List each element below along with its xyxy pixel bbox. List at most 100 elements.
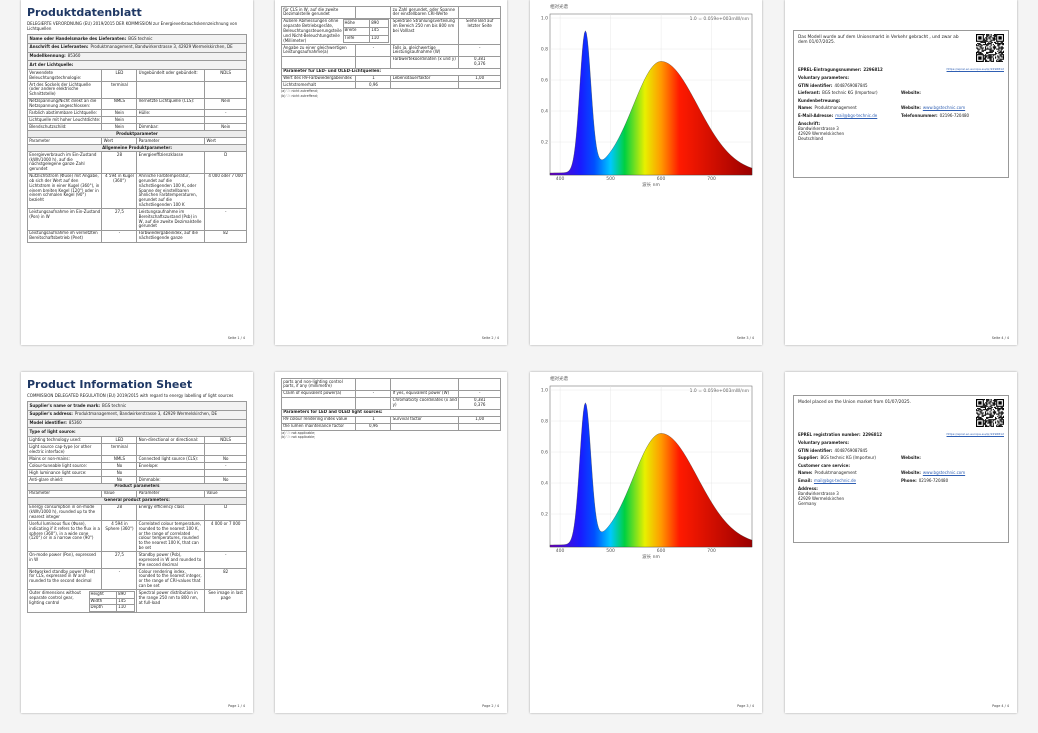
dimension-label: Äußere Abmessungen ohne separate Betrieb…	[283, 18, 342, 43]
info-left: Email: mail@bgs-technic.de	[798, 478, 901, 483]
qr-module	[1001, 53, 1003, 55]
qr-module	[998, 411, 1000, 413]
table-cell: Dimmbar:	[136, 123, 206, 132]
qr-module	[983, 41, 985, 43]
column-header: Parameter	[26, 489, 103, 498]
qr-module	[993, 419, 996, 421]
qr-module	[980, 44, 982, 46]
qr-module	[999, 409, 1001, 411]
qr-module	[984, 39, 987, 41]
table-cell: Chromaticity coordinates (x and y)	[390, 396, 460, 410]
qr-module	[987, 48, 989, 50]
table-cell	[355, 55, 392, 69]
qr-module	[1000, 414, 1002, 416]
qr-module	[978, 49, 980, 51]
qr-module	[999, 412, 1001, 414]
dimension-name: Depth	[88, 604, 118, 612]
qr-finder	[978, 36, 982, 40]
qr-module	[991, 414, 993, 416]
qr-finder	[978, 56, 982, 60]
table-cell: No	[101, 461, 138, 470]
spec-table: für CLS in W, auf die zweite Dezimalstel…	[280, 6, 501, 90]
qr-module	[993, 404, 996, 406]
qr-module	[998, 414, 1000, 416]
field-row: Anschrift des Lieferanten: Produktmanagem…	[27, 42, 247, 53]
qr-module	[998, 51, 1000, 54]
qr-module	[980, 410, 982, 412]
y-tick-label: 0.4	[541, 109, 548, 115]
info-right: Website: www.bgstechnic.com	[901, 105, 1004, 110]
qr-module	[978, 418, 980, 420]
table-row: Supplier's name or trade mark: BGS techni…	[27, 401, 247, 411]
table-cell	[204, 443, 247, 456]
qr-module	[1000, 59, 1002, 61]
field-value: Produktmanagement, Bandwirkerstrasse 3, …	[90, 44, 233, 50]
info-value: 4048769087845	[834, 82, 868, 88]
qr-module	[982, 414, 984, 416]
qr-module	[979, 48, 981, 50]
table-row: Claim of equivalent power(a) - If yes, equ…	[280, 389, 501, 398]
qr-module	[998, 49, 1000, 51]
table-row: Lichtstromerhalt 0,96	[280, 81, 501, 90]
info-value: BGS technic KG (Importeur)	[820, 455, 876, 460]
qr-module	[977, 407, 979, 410]
qr-module	[988, 406, 990, 408]
qr-module	[984, 405, 987, 407]
qr-module	[984, 44, 987, 46]
qr-module	[986, 35, 988, 37]
qr-module	[984, 37, 987, 39]
qr-module	[997, 41, 999, 43]
dimension-name: Höhe	[342, 19, 371, 29]
table-cell: Mains or non-mains:	[26, 454, 103, 463]
qr-module	[976, 47, 978, 49]
qr-module	[976, 44, 978, 46]
qr-module	[1000, 407, 1002, 410]
qr-module	[996, 60, 998, 62]
table-cell: Farbwiedergabeindex, auf die nächstliege…	[136, 229, 206, 243]
qr-module	[989, 36, 991, 38]
qr-module	[988, 400, 990, 402]
qr-module	[986, 37, 988, 39]
table-row: Nutzlichtstrom (Φuse) mit Angabe, ob sic…	[26, 172, 247, 210]
table-cell	[458, 378, 501, 391]
qr-module	[1002, 42, 1004, 45]
qr-module	[1002, 412, 1004, 414]
qr-module	[996, 425, 998, 427]
qr-module	[987, 57, 989, 59]
info-row: Name: Produktmanagement Website: www.bgstec…	[798, 105, 1004, 110]
qr-module	[1000, 421, 1002, 423]
chart-caption: 相对光谱	[550, 3, 568, 10]
qr-module	[1001, 425, 1003, 427]
qr-module	[998, 60, 1000, 62]
qr-module	[1002, 407, 1004, 410]
table-cell: Ungebündelt oder gebündelt:	[136, 69, 206, 82]
qr-module	[991, 54, 993, 56]
page-number: Page 1 / 4	[228, 704, 245, 708]
qr-module	[993, 41, 996, 43]
qr-module	[980, 409, 982, 411]
qr-module	[999, 407, 1001, 410]
info-row: Customer care service:	[798, 463, 1004, 468]
qr-module	[990, 415, 992, 417]
qr-module	[992, 400, 994, 402]
page-number: Seite 1 / 4	[227, 336, 245, 340]
qr-module	[1001, 416, 1003, 419]
info-left: Supplier: BGS technic KG (Importeur)	[798, 455, 901, 460]
qr-module	[992, 412, 994, 414]
qr-module	[993, 413, 996, 415]
qr-module	[982, 50, 984, 52]
qr-module	[1001, 60, 1003, 62]
info-value: www.bgstechnic.com	[922, 105, 966, 110]
qr-module	[993, 412, 996, 414]
table-cell: 1	[355, 415, 392, 424]
qr-module	[988, 413, 990, 415]
qr-module	[984, 413, 987, 415]
qr-module	[1000, 58, 1002, 60]
qr-module	[983, 403, 985, 405]
table-row: Model identifier: 85360	[27, 418, 247, 429]
qr-module	[987, 403, 989, 405]
qr-finder	[998, 36, 1002, 40]
table-row: Supplier's address: Produktmanagement, Ba…	[27, 409, 247, 420]
table-row: R9 colour rendering index value 1 Survival…	[280, 415, 501, 424]
qr-module	[992, 411, 994, 413]
